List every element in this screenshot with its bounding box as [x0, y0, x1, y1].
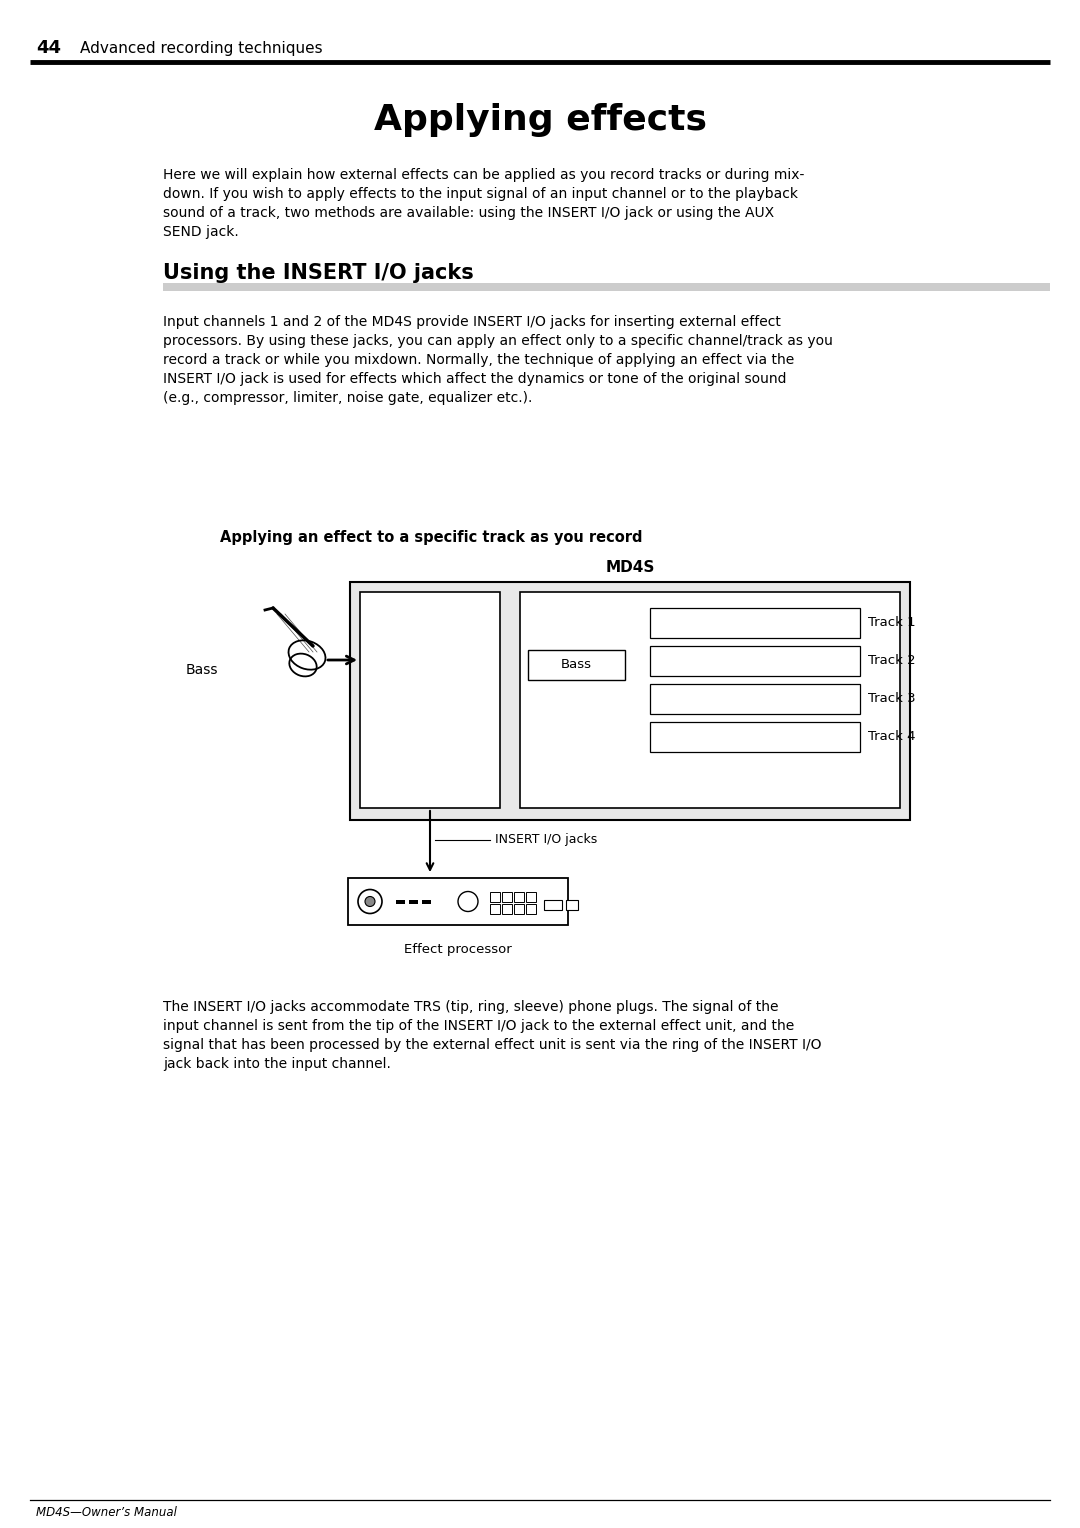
Bar [514, 891, 524, 902]
Text: Here we will explain how external effects can be applied as you record tracks or: Here we will explain how external effect… [163, 168, 805, 182]
Text: Using the INSERT I/O jacks: Using the INSERT I/O jacks [163, 263, 474, 283]
Text: INSERT I/O jacks: INSERT I/O jacks [495, 833, 597, 847]
Text: sound of a track, two methods are available: using the INSERT I/O jack or using : sound of a track, two methods are availa… [163, 206, 774, 220]
Text: Effect processor: Effect processor [404, 943, 512, 957]
Text: MD4S: MD4S [605, 559, 654, 575]
Text: 44: 44 [36, 40, 60, 57]
Bar [526, 903, 536, 914]
Text: input channel is sent from the tip of the INSERT I/O jack to the external effect: input channel is sent from the tip of th… [163, 1019, 794, 1033]
Text: INSERT I/O jack is used for effects which affect the dynamics or tone of the ori: INSERT I/O jack is used for effects whic… [163, 371, 786, 387]
Bar [348, 879, 568, 924]
Bar [409, 900, 418, 903]
Bar [650, 685, 860, 714]
Bar [502, 891, 512, 902]
Text: Applying effects: Applying effects [374, 102, 706, 138]
Text: Track 3: Track 3 [868, 692, 916, 706]
Text: processors. By using these jacks, you can apply an effect only to a specific cha: processors. By using these jacks, you ca… [163, 335, 833, 348]
Bar [650, 646, 860, 675]
Text: MD4S—Owner’s Manual: MD4S—Owner’s Manual [36, 1505, 177, 1519]
Bar [514, 903, 524, 914]
Text: The INSERT I/O jacks accommodate TRS (tip, ring, sleeve) phone plugs. The signal: The INSERT I/O jacks accommodate TRS (ti… [163, 999, 779, 1015]
Bar [422, 900, 431, 903]
Text: Bass: Bass [561, 659, 592, 671]
Text: (e.g., compressor, limiter, noise gate, equalizer etc.).: (e.g., compressor, limiter, noise gate, … [163, 391, 532, 405]
Bar [650, 608, 860, 639]
Text: Track 1: Track 1 [868, 616, 916, 630]
Bar [502, 903, 512, 914]
Circle shape [458, 891, 478, 912]
Text: signal that has been processed by the external effect unit is sent via the ring : signal that has been processed by the ex… [163, 1038, 822, 1051]
Circle shape [357, 889, 382, 914]
Bar [490, 903, 500, 914]
Bar [519, 591, 900, 808]
Text: jack back into the input channel.: jack back into the input channel. [163, 1057, 391, 1071]
Bar [490, 891, 500, 902]
Bar [163, 283, 1050, 290]
Bar [396, 900, 405, 903]
Text: Applying an effect to a specific track as you record: Applying an effect to a specific track a… [220, 530, 643, 545]
Text: SEND jack.: SEND jack. [163, 225, 239, 238]
Bar [350, 582, 910, 821]
Bar [566, 900, 578, 909]
Bar [360, 591, 500, 808]
Text: Advanced recording techniques: Advanced recording techniques [80, 41, 323, 55]
Text: Bass: Bass [186, 663, 218, 677]
Text: record a track or while you mixdown. Normally, the technique of applying an effe: record a track or while you mixdown. Nor… [163, 353, 794, 367]
Text: Track 2: Track 2 [868, 654, 916, 668]
Bar [526, 891, 536, 902]
Bar [528, 649, 625, 680]
Text: Input channels 1 and 2 of the MD4S provide INSERT I/O jacks for inserting extern: Input channels 1 and 2 of the MD4S provi… [163, 315, 781, 329]
Circle shape [365, 897, 375, 906]
Text: Track 4: Track 4 [868, 730, 916, 744]
Bar [650, 723, 860, 752]
Text: down. If you wish to apply effects to the input signal of an input channel or to: down. If you wish to apply effects to th… [163, 186, 798, 202]
Bar [544, 900, 562, 909]
